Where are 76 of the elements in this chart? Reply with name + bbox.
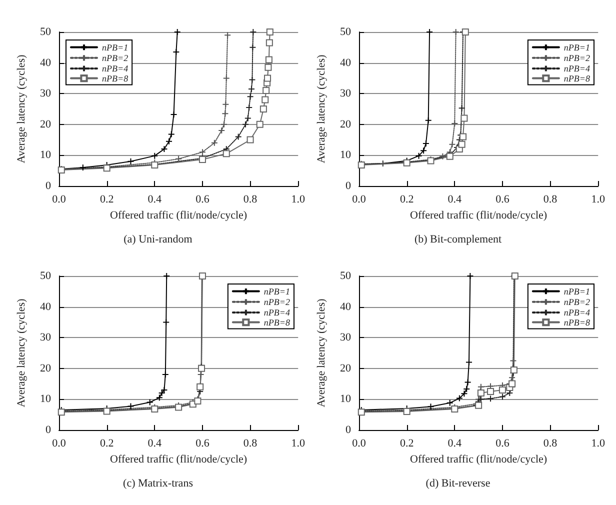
y-axis-title: Average latency (cycles) <box>316 298 328 408</box>
y-tick-label: 0 <box>346 180 352 192</box>
y-tick-label: 50 <box>40 26 52 38</box>
legend-label: nPB=8 <box>264 317 290 328</box>
x-axis-title: Offered traffic (flit/node/cycle) <box>410 209 548 222</box>
x-tick-label: 0.8 <box>243 438 258 450</box>
legend-label: nPB=2 <box>102 52 129 63</box>
x-tick-label: 0.2 <box>100 438 114 450</box>
y-tick-label: 50 <box>340 270 352 282</box>
legend-label: nPB=8 <box>564 73 590 84</box>
y-tick-label: 20 <box>40 362 52 374</box>
x-tick-label: 0.2 <box>400 194 414 206</box>
legend-label: nPB=8 <box>564 317 590 328</box>
y-tick-label: 30 <box>340 332 352 344</box>
y-tick-label: 0 <box>46 424 52 436</box>
y-tick-label: 10 <box>40 393 52 406</box>
x-tick-label: 0.2 <box>400 438 414 450</box>
y-tick-label: 20 <box>340 362 352 374</box>
legend-label: nPB=1 <box>564 42 590 52</box>
y-tick-label: 20 <box>340 118 352 130</box>
text: (a) Uni-random <box>124 234 193 246</box>
x-tick-label: 0.6 <box>196 194 210 206</box>
x-tick-label: 0.0 <box>52 438 66 450</box>
x-tick-label: 0.4 <box>148 438 162 450</box>
y-tick-label: 40 <box>40 300 52 313</box>
legend-label: nPB=4 <box>264 308 290 318</box>
legend-label: nPB=1 <box>264 286 290 296</box>
x-tick-label: 0.8 <box>243 194 258 206</box>
legend-label: nPB=2 <box>264 296 290 307</box>
x-tick-label: 0.8 <box>543 194 558 206</box>
y-tick-label: 40 <box>340 56 352 69</box>
x-tick-label: 0.0 <box>352 438 366 450</box>
x-axis-title: Offered traffic (flit/node/cycle) <box>410 453 548 466</box>
y-tick-label: 20 <box>40 118 52 130</box>
y-tick-label: 50 <box>40 270 52 282</box>
y-tick-label: 0 <box>346 424 352 436</box>
x-tick-label: 0.6 <box>196 438 210 450</box>
x-tick-label: 1.0 <box>291 194 306 206</box>
legend-label: nPB=1 <box>564 286 590 296</box>
y-tick-label: 40 <box>340 300 352 313</box>
x-tick-label: 0.4 <box>148 194 162 206</box>
x-axis-title: Offered traffic (flit/node/cycle) <box>110 209 248 222</box>
text: (d) Bit-reverse <box>426 478 490 490</box>
legend-label: nPB=4 <box>564 308 590 318</box>
y-tick-label: 10 <box>340 149 352 162</box>
x-tick-label: 0.6 <box>496 438 510 450</box>
legend-label: nPB=4 <box>102 64 129 74</box>
y-tick-label: 10 <box>340 393 352 406</box>
x-tick-label: 1.0 <box>291 438 306 450</box>
x-axis-title: Offered traffic (flit/node/cycle) <box>110 453 248 466</box>
text: (b) Bit-complement <box>414 234 502 246</box>
x-tick-label: 1.0 <box>591 194 606 206</box>
x-tick-label: 1.0 <box>591 438 606 450</box>
y-axis-title: Average latency (cycles) <box>16 298 28 408</box>
legend-label: nPB=2 <box>564 296 590 307</box>
legend-label: nPB=1 <box>102 42 128 52</box>
y-tick-label: 30 <box>40 332 52 344</box>
y-tick-label: 30 <box>340 88 352 100</box>
text: (c) Matrix-trans <box>123 478 193 490</box>
legend-label: nPB=8 <box>102 73 129 84</box>
y-axis-title: Average latency (cycles) <box>16 54 28 164</box>
y-tick-label: 40 <box>40 56 52 69</box>
legend-label: nPB=4 <box>564 64 590 74</box>
x-tick-label: 0.2 <box>100 194 114 206</box>
y-axis-title: Average latency (cycles) <box>316 54 328 164</box>
legend-label: nPB=2 <box>564 52 590 63</box>
x-tick-label: 0.0 <box>52 194 66 206</box>
x-tick-label: 0.4 <box>448 194 462 206</box>
x-tick-label: 0.8 <box>543 438 558 450</box>
y-tick-label: 10 <box>40 149 52 162</box>
x-tick-label: 0.0 <box>352 194 366 206</box>
y-tick-label: 0 <box>46 180 52 192</box>
x-tick-label: 0.4 <box>448 438 462 450</box>
y-tick-label: 50 <box>340 26 352 38</box>
x-tick-label: 0.6 <box>496 194 510 206</box>
y-tick-label: 30 <box>40 88 52 100</box>
